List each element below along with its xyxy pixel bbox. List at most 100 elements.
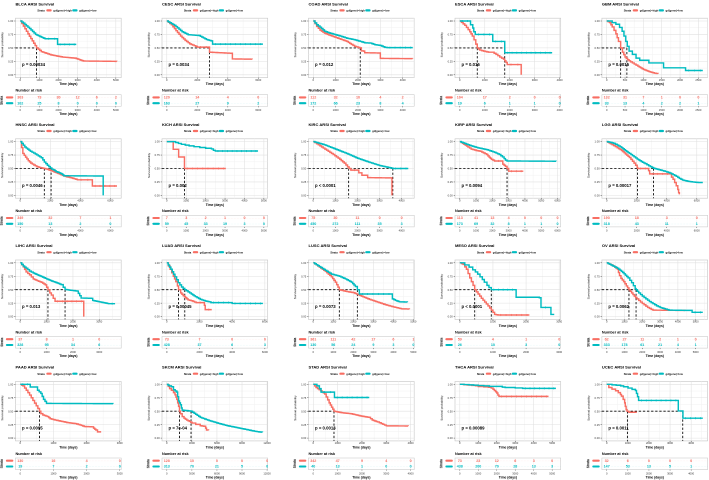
svg-text:Time (days): Time (days): [499, 476, 517, 480]
svg-text:328: 328: [17, 343, 23, 347]
svg-text:3: 3: [401, 222, 403, 226]
svg-text:MESO ARSI Survival: MESO ARSI Survival: [455, 243, 494, 248]
svg-text:6000: 6000: [262, 320, 268, 324]
svg-text:0: 0: [410, 465, 412, 469]
svg-text:4000: 4000: [531, 471, 537, 475]
svg-text:Time (days): Time (days): [352, 324, 370, 328]
svg-text:2000: 2000: [355, 108, 361, 112]
svg-text:0.25: 0.25: [594, 180, 600, 184]
svg-text:gd(gene)=low: gd(gene)=low: [79, 372, 97, 376]
svg-text:1000: 1000: [640, 78, 646, 82]
svg-text:Survival probability: Survival probability: [147, 152, 151, 178]
svg-text:Strata: Strata: [439, 459, 443, 468]
svg-text:19: 19: [18, 465, 22, 469]
svg-text:Time (days): Time (days): [352, 112, 370, 116]
svg-text:BLCA ARSI Survival: BLCA ARSI Survival: [16, 1, 55, 6]
svg-text:0.25: 0.25: [448, 423, 454, 427]
svg-text:8: 8: [508, 222, 510, 226]
svg-text:59: 59: [458, 337, 462, 341]
svg-text:Strata: Strata: [293, 459, 297, 468]
svg-text:0.50: 0.50: [301, 409, 307, 413]
svg-text:1000: 1000: [625, 441, 631, 445]
svg-text:Strata: Strata: [624, 129, 632, 133]
svg-text:gd(gene)=high: gd(gene)=high: [640, 129, 659, 133]
svg-text:Time (days): Time (days): [352, 82, 370, 86]
svg-text:Survival probability: Survival probability: [293, 274, 297, 300]
svg-text:163: 163: [164, 101, 170, 105]
svg-text:0.00: 0.00: [301, 436, 307, 440]
svg-text:5000: 5000: [113, 78, 119, 82]
svg-text:1000: 1000: [473, 229, 479, 233]
svg-text:2000: 2000: [646, 471, 652, 475]
svg-text:1000: 1000: [183, 229, 189, 233]
svg-text:gd(gene)=low: gd(gene)=low: [666, 372, 684, 376]
svg-text:1.00: 1.00: [8, 140, 14, 144]
svg-text:0.25: 0.25: [301, 180, 307, 184]
svg-text:1: 1: [412, 337, 414, 341]
svg-text:Survival probability: Survival probability: [0, 395, 4, 421]
svg-text:53: 53: [626, 465, 630, 469]
svg-text:3: 3: [392, 343, 394, 347]
svg-text:gd(gene)=high: gd(gene)=high: [200, 9, 219, 13]
svg-text:4000: 4000: [241, 229, 247, 233]
svg-text:0.25: 0.25: [448, 301, 454, 305]
svg-text:62: 62: [605, 337, 609, 341]
svg-text:Strata: Strata: [37, 250, 45, 254]
svg-text:2000: 2000: [494, 441, 500, 445]
svg-text:9: 9: [372, 343, 374, 347]
svg-text:Strata: Strata: [146, 216, 150, 225]
svg-text:p = 0.0013: p = 0.0013: [315, 426, 336, 431]
svg-text:0: 0: [524, 216, 526, 220]
svg-text:LIHC ARSI Survival: LIHC ARSI Survival: [16, 243, 53, 248]
svg-text:Time (days): Time (days): [352, 476, 370, 480]
svg-text:Time (days): Time (days): [352, 446, 370, 450]
svg-text:0: 0: [96, 101, 98, 105]
svg-text:9: 9: [361, 459, 363, 463]
svg-text:0: 0: [313, 108, 315, 112]
svg-text:Strata: Strata: [624, 372, 632, 376]
svg-text:2500: 2500: [695, 78, 701, 82]
svg-text:Number at risk: Number at risk: [309, 209, 336, 213]
svg-text:1000: 1000: [490, 350, 496, 354]
svg-text:Number at risk: Number at risk: [602, 209, 629, 213]
svg-text:Time (days): Time (days): [206, 476, 224, 480]
svg-text:3000: 3000: [512, 471, 518, 475]
svg-text:p = 0.0094: p = 0.0094: [462, 183, 483, 188]
svg-text:Time (days): Time (days): [59, 82, 77, 86]
svg-text:0: 0: [540, 216, 542, 220]
svg-text:1: 1: [677, 337, 679, 341]
svg-text:4000: 4000: [225, 108, 231, 112]
svg-text:32: 32: [48, 216, 52, 220]
svg-text:1.00: 1.00: [594, 140, 600, 144]
svg-text:5: 5: [241, 465, 243, 469]
svg-text:0: 0: [696, 216, 698, 220]
svg-text:0.00: 0.00: [155, 73, 161, 77]
svg-text:128: 128: [164, 459, 170, 463]
svg-text:HNSC ARSI Survival: HNSC ARSI Survival: [16, 122, 55, 127]
svg-text:190: 190: [604, 216, 610, 220]
svg-text:13: 13: [490, 216, 494, 220]
svg-text:Strata: Strata: [439, 337, 443, 346]
svg-text:0: 0: [606, 198, 608, 202]
svg-text:1: 1: [524, 222, 526, 226]
svg-text:0.25: 0.25: [8, 59, 14, 63]
svg-text:1: 1: [661, 96, 663, 100]
svg-text:1: 1: [72, 337, 74, 341]
svg-text:5000: 5000: [693, 320, 699, 324]
svg-text:Number at risk: Number at risk: [455, 209, 482, 213]
svg-text:1.00: 1.00: [8, 261, 14, 265]
svg-text:Strata: Strata: [37, 372, 45, 376]
svg-text:2000: 2000: [194, 108, 200, 112]
svg-text:1.00: 1.00: [594, 261, 600, 265]
svg-text:Strata: Strata: [293, 96, 297, 105]
svg-text:0: 0: [119, 465, 121, 469]
svg-text:Survival probability: Survival probability: [147, 274, 151, 300]
svg-text:318: 318: [604, 222, 610, 226]
svg-text:3: 3: [666, 216, 668, 220]
svg-text:Time (days): Time (days): [499, 354, 517, 358]
svg-text:4000: 4000: [531, 441, 537, 445]
svg-text:0.25: 0.25: [594, 301, 600, 305]
svg-text:gd(gene)=high: gd(gene)=high: [53, 250, 72, 254]
svg-text:Time (days): Time (days): [59, 112, 77, 116]
svg-text:0: 0: [534, 96, 536, 100]
